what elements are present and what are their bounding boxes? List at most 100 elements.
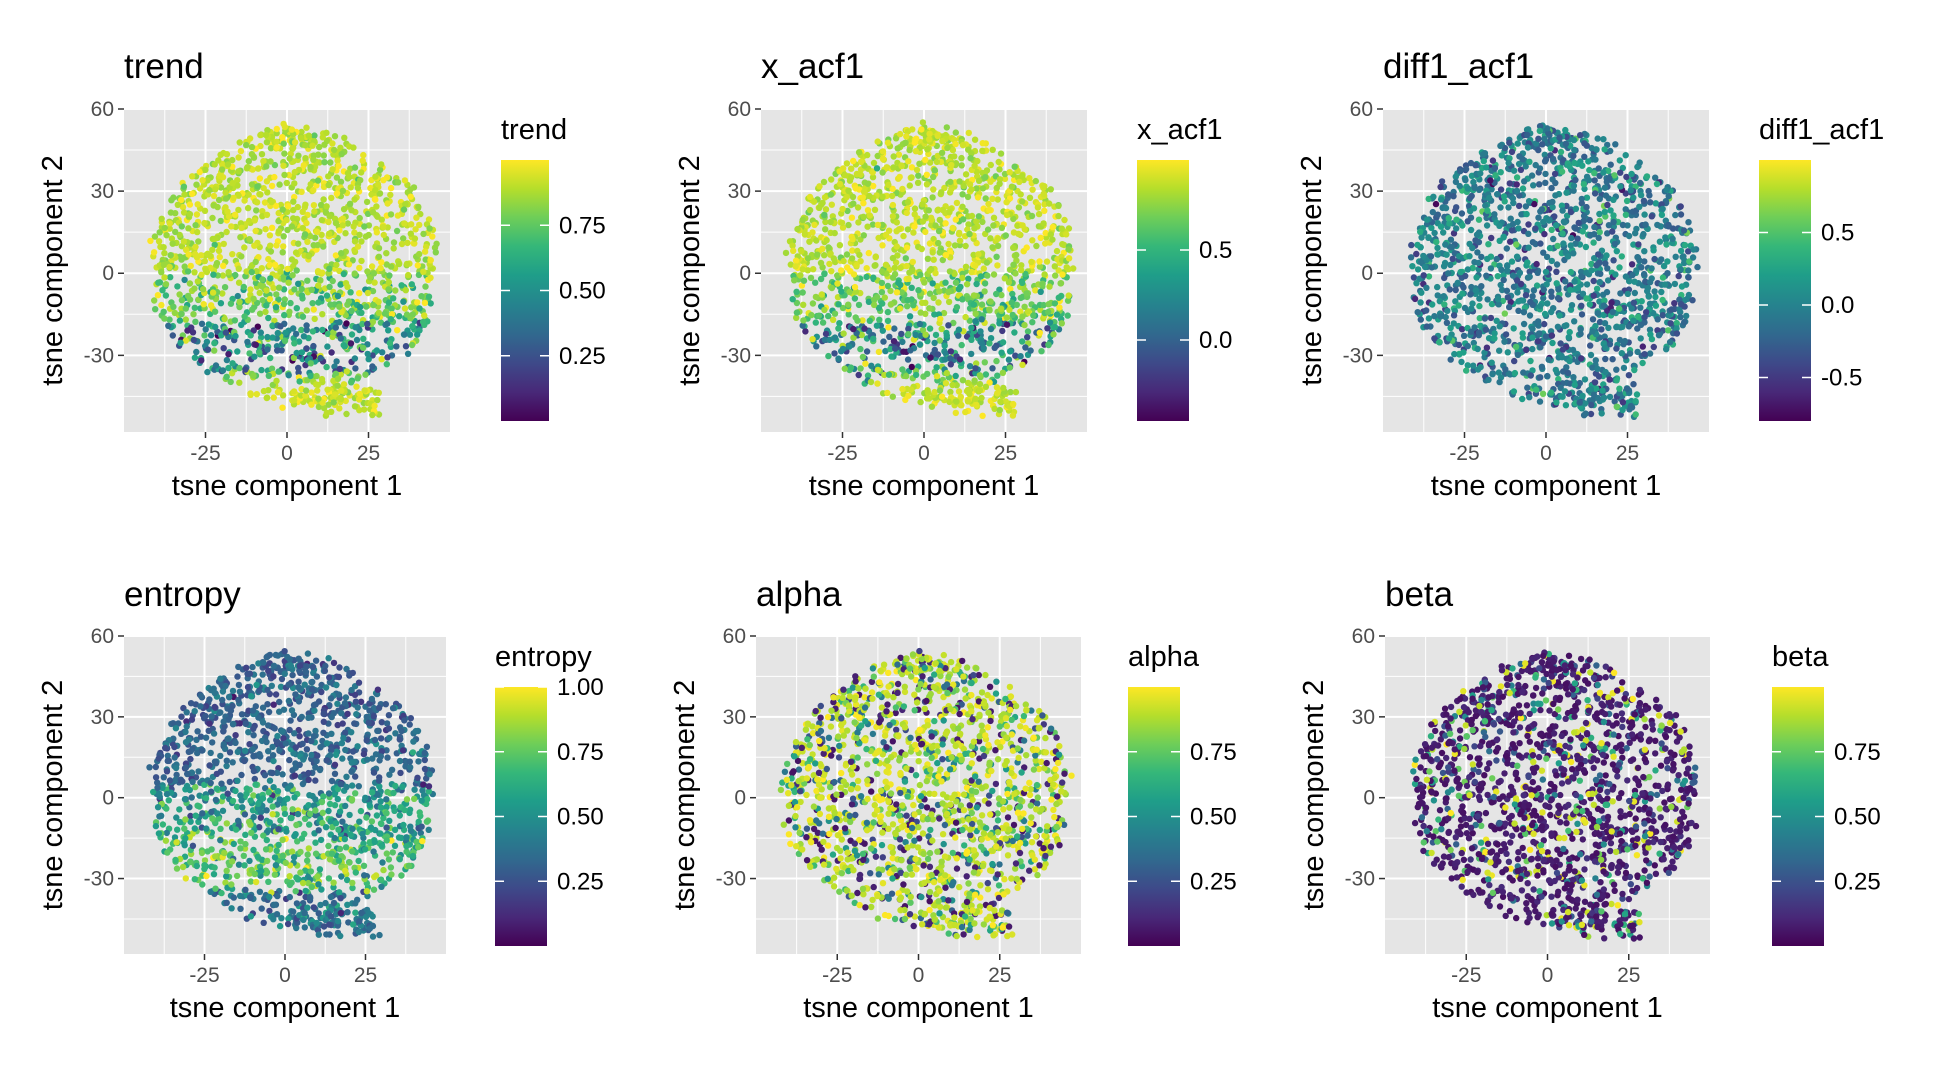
scatter-point [1485, 241, 1492, 248]
scatter-point [1658, 288, 1665, 296]
scatter-point [931, 167, 938, 174]
scatter-point [253, 391, 260, 398]
scatter-point [1591, 177, 1598, 184]
scatter-point [845, 311, 852, 318]
scatter-point [916, 341, 924, 348]
scatter-point [308, 389, 315, 396]
scatter-point [156, 229, 163, 236]
scatter-point [947, 348, 955, 355]
scatter-point [217, 151, 224, 158]
colorbar [1137, 160, 1189, 421]
scatter-point [369, 209, 377, 216]
scatter-point [1037, 306, 1044, 313]
scatter-point [1029, 319, 1036, 326]
scatter-point [1414, 241, 1421, 249]
scatter-point [150, 249, 158, 256]
scatter-point [207, 302, 215, 309]
scatter-point [1651, 288, 1658, 295]
scatter-point [809, 300, 817, 307]
y-tick-label: 0 [102, 262, 114, 285]
scatter-point [1646, 279, 1654, 286]
scatter-point [1641, 211, 1648, 218]
scatter-point [882, 261, 890, 268]
scatter-point [418, 293, 425, 300]
scatter-point [1434, 244, 1441, 252]
scatter-point [904, 356, 912, 363]
scatter-point [800, 277, 808, 284]
scatter-point [387, 316, 394, 323]
scatter-point [827, 191, 835, 198]
scatter-point [1032, 177, 1040, 185]
scatter-point [896, 130, 904, 138]
scatter-point [828, 268, 835, 275]
scatter-point [1634, 254, 1642, 261]
scatter-point [1596, 210, 1603, 218]
scatter-point [1542, 170, 1549, 178]
scatter-point [1610, 196, 1617, 203]
scatter-point [1648, 213, 1656, 220]
scatter-point [1009, 290, 1016, 298]
scatter-point [894, 145, 901, 152]
scatter-point [380, 177, 387, 184]
scatter-point [1544, 300, 1551, 307]
scatter-point [1505, 159, 1512, 167]
scatter-point [860, 232, 867, 239]
scatter-point [237, 147, 245, 155]
scatter-point [1677, 266, 1684, 273]
scatter-point [964, 398, 972, 405]
scatter-point [1623, 385, 1631, 392]
scatter-point [1413, 250, 1420, 258]
scatter-point [1535, 322, 1542, 329]
scatter-point [952, 372, 959, 380]
scatter-point [1628, 305, 1635, 312]
scatter-point [1554, 294, 1562, 302]
scatter-point [387, 184, 395, 192]
scatter-point [1525, 198, 1533, 205]
scatter-point [1581, 376, 1589, 383]
scatter-point [1417, 299, 1424, 306]
scatter-point [1666, 338, 1674, 346]
scatter-point [267, 145, 275, 152]
scatter-point [993, 290, 1000, 298]
scatter-point [302, 392, 309, 399]
scatter-point [388, 305, 395, 312]
scatter-point [1635, 313, 1642, 320]
scatter-point [980, 344, 987, 352]
scatter-point [390, 245, 397, 252]
scatter-point [204, 177, 211, 184]
scatter-point [1557, 340, 1564, 347]
scatter-point [371, 279, 378, 286]
scatter-point [351, 270, 358, 277]
scatter-point [1616, 264, 1623, 271]
scatter-point [178, 297, 186, 304]
scatter-point [151, 233, 159, 240]
scatter-point [978, 394, 985, 402]
scatter-point [891, 325, 898, 332]
scatter-point [874, 138, 881, 145]
legend-tick-label: 0.25 [559, 343, 606, 370]
x-tick-label: 0 [918, 442, 930, 465]
scatter-point [414, 299, 421, 306]
scatter-point [1570, 152, 1577, 160]
scatter-point [263, 178, 271, 185]
scatter-point [1664, 258, 1671, 265]
scatter-point [863, 273, 870, 281]
scatter-point [1443, 251, 1450, 258]
scatter-point [356, 290, 363, 297]
scatter-point [265, 314, 272, 322]
scatter-point [1617, 169, 1624, 176]
scatter-point [213, 259, 221, 267]
scatter-point [1637, 335, 1644, 342]
scatter-point [1425, 234, 1432, 241]
scatter-point [1644, 287, 1651, 295]
scatter-point [1064, 297, 1072, 304]
scatter-point [1677, 313, 1684, 321]
scatter-point [933, 158, 941, 166]
scatter-point [273, 377, 280, 385]
scatter-point [1593, 385, 1600, 392]
scatter-point [1543, 281, 1550, 288]
scatter-point [238, 224, 245, 231]
scatter-point [1592, 156, 1599, 163]
scatter-point [167, 252, 174, 259]
scatter-point [1612, 141, 1619, 148]
